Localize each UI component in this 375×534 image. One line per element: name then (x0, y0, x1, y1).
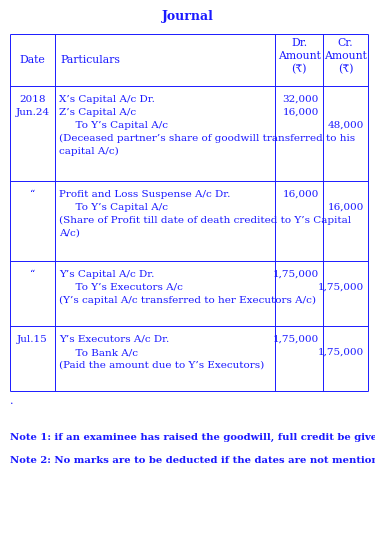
Text: A/c): A/c) (59, 229, 80, 238)
Text: Note 1: if an examinee has raised the goodwill, full credit be given.: Note 1: if an examinee has raised the go… (10, 433, 375, 442)
Text: Dr.
Amount
(₹): Dr. Amount (₹) (278, 38, 320, 74)
Text: Date: Date (20, 55, 45, 65)
Text: To Bank A/c: To Bank A/c (69, 348, 138, 357)
Text: 16,000: 16,000 (328, 203, 364, 212)
Text: Jun.24: Jun.24 (15, 108, 50, 117)
Text: (Share of Profit till date of death credited to Y’s Capital: (Share of Profit till date of death cred… (59, 216, 351, 225)
Text: 1,75,000: 1,75,000 (273, 335, 319, 344)
Text: Cr.
Amount
(₹): Cr. Amount (₹) (324, 38, 367, 74)
Text: 48,000: 48,000 (328, 121, 364, 130)
Text: “: “ (30, 190, 35, 199)
Text: capital A/c): capital A/c) (59, 147, 119, 156)
Text: Profit and Loss Suspense A/c Dr.: Profit and Loss Suspense A/c Dr. (59, 190, 230, 199)
Text: Jul.15: Jul.15 (17, 335, 48, 344)
Text: Y’s Executors A/c Dr.: Y’s Executors A/c Dr. (59, 335, 169, 344)
Text: 16,000: 16,000 (283, 108, 319, 117)
Text: .: . (10, 396, 14, 406)
Text: (Paid the amount due to Y’s Executors): (Paid the amount due to Y’s Executors) (59, 361, 264, 370)
Text: (Y’s capital A/c transferred to her Executors A/c): (Y’s capital A/c transferred to her Exec… (59, 296, 316, 305)
Text: “: “ (30, 270, 35, 279)
Text: Journal: Journal (162, 10, 213, 23)
Text: X’s Capital A/c Dr.: X’s Capital A/c Dr. (59, 95, 155, 104)
Text: To Y’s Capital A/c: To Y’s Capital A/c (69, 203, 168, 212)
Text: To Y’s Executors A/c: To Y’s Executors A/c (69, 283, 183, 292)
Text: Y’s Capital A/c Dr.: Y’s Capital A/c Dr. (59, 270, 154, 279)
Text: 32,000: 32,000 (283, 95, 319, 104)
Text: Note 2: No marks are to be deducted if the dates are not mentioned.: Note 2: No marks are to be deducted if t… (10, 456, 375, 465)
Text: (Deceased partner’s share of goodwill transferred to his: (Deceased partner’s share of goodwill tr… (59, 134, 355, 143)
Text: 16,000: 16,000 (283, 190, 319, 199)
Text: Particulars: Particulars (60, 55, 120, 65)
Text: 1,75,000: 1,75,000 (318, 283, 364, 292)
Text: Z’s Capital A/c: Z’s Capital A/c (59, 108, 136, 117)
Text: 2018: 2018 (19, 95, 46, 104)
Text: To Y’s Capital A/c: To Y’s Capital A/c (69, 121, 168, 130)
Text: 1,75,000: 1,75,000 (273, 270, 319, 279)
Text: 1,75,000: 1,75,000 (318, 348, 364, 357)
